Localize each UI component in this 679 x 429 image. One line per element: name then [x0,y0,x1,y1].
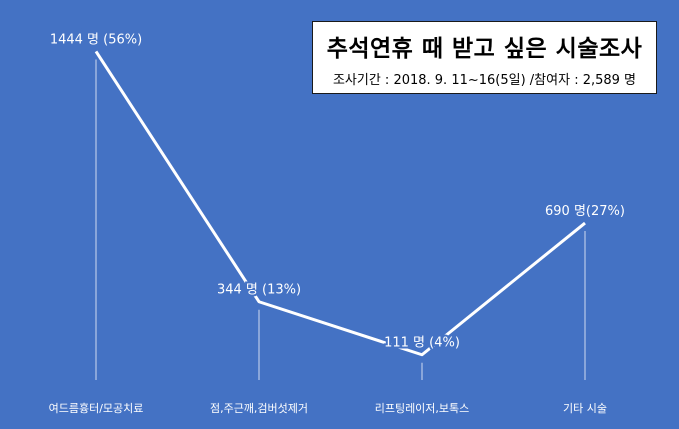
data-label-1: 1444 명 (56%) [50,32,142,47]
chart-title: 추석연휴 때 받고 싶은 시술조사 [326,36,643,62]
data-label-2: 344 명 (13%) [217,283,301,298]
category-label-3: 리프팅레이저,보톡스 [375,402,470,415]
category-label-1: 여드름흉터/모공치료 [49,401,144,415]
category-label-2: 점,주근깨,검버섯제거 [210,402,308,415]
data-label-3: 111 명 (4%) [384,336,460,351]
series-line [94,50,586,357]
category-label-4: 기타 시술 [563,402,607,415]
chart-title-box: 추석연휴 때 받고 싶은 시술조사 조사기간 : 2018. 9. 11~16(… [312,21,657,94]
chart-subtitle: 조사기간 : 2018. 9. 11~16(5일) /참여자 : 2,589 명 [332,73,637,88]
data-label-4: 690 명(27%) [545,204,625,219]
